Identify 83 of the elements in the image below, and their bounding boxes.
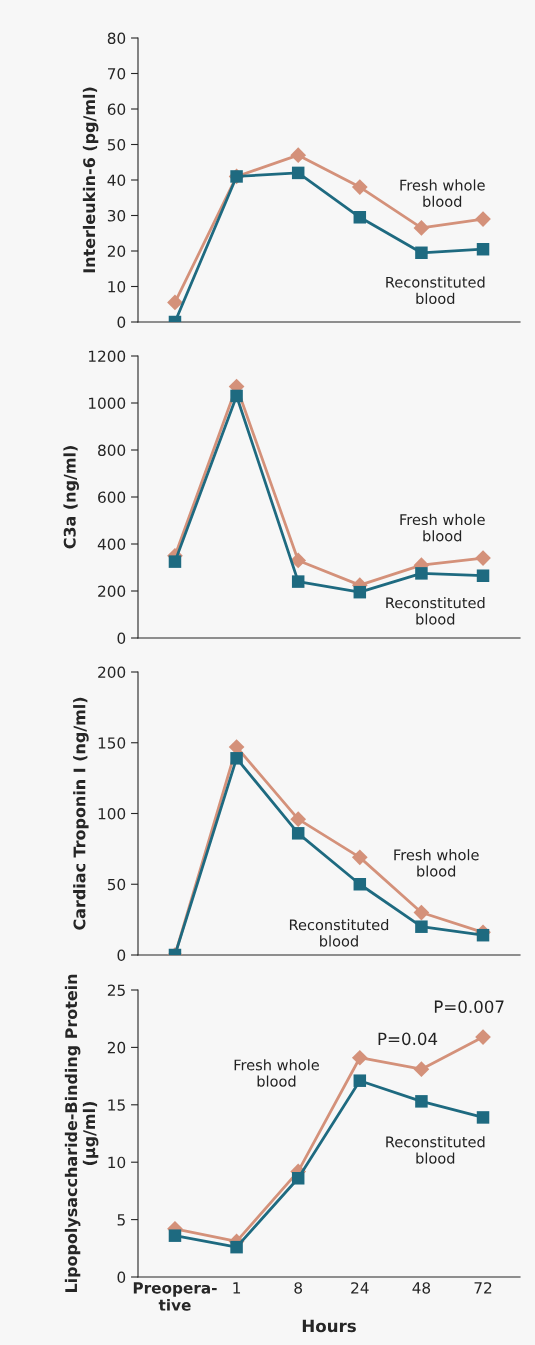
y-tick-label: 200 xyxy=(98,666,126,679)
y-axis-title: Interleukin-6 (pg/ml) xyxy=(82,87,99,273)
x-tick-label: 72 xyxy=(474,1282,492,1294)
point xyxy=(167,294,183,311)
y-tick-label: 50 xyxy=(107,878,126,891)
y-tick-label: 20 xyxy=(107,1041,126,1054)
point xyxy=(353,585,367,599)
point xyxy=(476,928,490,942)
y-tick-label: 0 xyxy=(117,949,126,962)
series-label: Reconstituted blood xyxy=(386,1136,485,1164)
x-tick-label: 48 xyxy=(412,1282,431,1294)
point xyxy=(353,1074,367,1087)
y-tick-label: 70 xyxy=(108,67,126,80)
y-axis-title: Cardiac Troponin I (ng/ml) xyxy=(73,697,89,930)
annotation: P=0.04 xyxy=(378,1032,438,1046)
y-tick-label: 0 xyxy=(117,632,126,645)
point xyxy=(290,552,307,569)
point xyxy=(290,811,307,828)
point xyxy=(413,1061,430,1078)
x-tick-label: Preopera- tive xyxy=(133,1282,217,1311)
point xyxy=(476,242,490,256)
x-tick-label: 24 xyxy=(351,1282,369,1294)
point xyxy=(475,211,491,227)
point xyxy=(168,1229,182,1242)
point xyxy=(475,550,491,566)
x-tick-label: 8 xyxy=(294,1282,303,1294)
series-label: Reconstituted blood xyxy=(289,919,389,947)
y-tick-label: 800 xyxy=(98,444,126,457)
point xyxy=(413,904,430,921)
point xyxy=(230,1240,243,1254)
series-label: Fresh whole blood xyxy=(400,513,485,542)
point xyxy=(476,1111,490,1124)
y-tick-label: 5 xyxy=(117,1214,125,1226)
point xyxy=(351,179,368,195)
point xyxy=(415,1095,428,1108)
y-axis-title: C3a (ng/ml) xyxy=(63,446,79,549)
x-tick-label: 1 xyxy=(233,1282,241,1294)
y-tick-label: 200 xyxy=(98,585,126,598)
point xyxy=(291,827,305,840)
y-tick-label: 150 xyxy=(98,737,126,749)
series-label: Fresh whole blood xyxy=(234,1059,319,1087)
point xyxy=(475,1029,491,1045)
series-label: Fresh whole blood xyxy=(394,849,479,877)
y-tick-label: 10 xyxy=(108,1156,126,1169)
y-tick-label: 80 xyxy=(107,32,126,45)
y-tick-label: 0 xyxy=(117,316,126,329)
point xyxy=(353,878,367,891)
x-axis-title: Hours xyxy=(302,1319,356,1333)
y-tick-label: 1200 xyxy=(88,350,126,363)
point xyxy=(413,220,430,236)
y-tick-label: 50 xyxy=(107,138,126,151)
y-tick-label: 1000 xyxy=(88,397,126,410)
point xyxy=(228,739,245,755)
point xyxy=(476,569,490,582)
point xyxy=(415,920,428,933)
y-tick-label: 400 xyxy=(97,538,126,551)
point xyxy=(230,752,243,765)
point xyxy=(351,849,368,866)
series-label: Reconstituted blood xyxy=(386,597,485,625)
y-tick-label: 20 xyxy=(107,245,126,258)
point xyxy=(351,1049,368,1066)
point xyxy=(168,555,182,568)
y-tick-label: 30 xyxy=(107,209,126,222)
point xyxy=(415,567,428,580)
point xyxy=(291,575,305,588)
y-tick-label: 60 xyxy=(107,103,126,116)
point xyxy=(415,246,428,260)
point xyxy=(290,147,307,164)
y-tick-label: 40 xyxy=(107,174,126,187)
annotation: P=0.007 xyxy=(434,1000,504,1014)
series-label: Fresh whole blood xyxy=(400,179,485,207)
y-tick-label: 0 xyxy=(117,1271,126,1284)
y-tick-label: 25 xyxy=(107,984,125,997)
y-tick-label: 10 xyxy=(108,280,126,293)
y-tick-label: 600 xyxy=(98,491,126,504)
point xyxy=(230,389,243,403)
point xyxy=(291,1172,305,1185)
series-label: Reconstituted blood xyxy=(386,276,485,305)
y-tick-label: 15 xyxy=(108,1099,125,1111)
point xyxy=(353,211,367,224)
point xyxy=(291,166,305,180)
y-axis-title: Lipopolysaccharide-Binding Protein (μg/ml) xyxy=(64,974,99,1293)
y-tick-label: 100 xyxy=(98,807,126,820)
